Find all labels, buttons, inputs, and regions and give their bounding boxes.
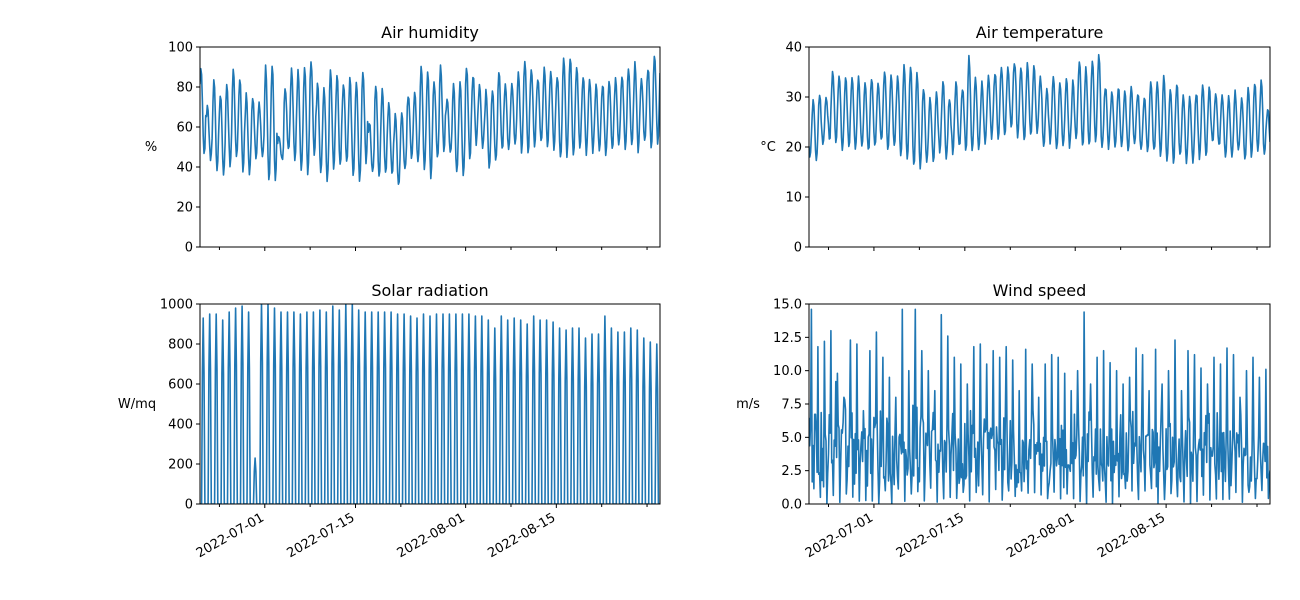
solar-y-tick-label: 200 <box>168 458 193 473</box>
temperature-y-tick-label: 0 <box>794 241 802 256</box>
humidity-y-tick-label: 40 <box>176 161 193 176</box>
wind-y-tick-label: 2.5 <box>781 464 802 479</box>
solar-chart-title: Solar radiation <box>371 281 488 300</box>
wind-y-tick-label: 15.0 <box>773 298 802 313</box>
solar-y-tick-label: 0 <box>185 498 193 513</box>
solar-x-tick-label: 2022-07-01 <box>194 510 267 561</box>
solar-y-tick-label: 600 <box>168 378 193 393</box>
wind-x-tick-label: 2022-08-01 <box>1004 510 1077 561</box>
subplot-temperature: Air temperature °C 0 10 20 30 40 <box>760 23 1271 256</box>
humidity-y-tick-label: 80 <box>176 81 193 96</box>
humidity-y-tick-label: 100 <box>168 41 193 56</box>
wind-y-axis-label: m/s <box>736 397 760 412</box>
wind-y-tick-label: 12.5 <box>773 331 802 346</box>
humidity-y-axis-label: % <box>145 140 157 155</box>
wind-x-tick-label: 2022-08-15 <box>1095 510 1168 561</box>
solar-y-tick-label: 800 <box>168 338 193 353</box>
wind-chart-title: Wind speed <box>993 281 1087 300</box>
humidity-chart-title: Air humidity <box>381 23 479 42</box>
temperature-y-axis-label: °C <box>760 140 776 155</box>
wind-y-tick-label: 0.0 <box>781 498 802 513</box>
humidity-y-tick-label: 0 <box>185 241 193 256</box>
wind-y-tick-label: 7.5 <box>781 398 802 413</box>
temperature-y-tick-label: 40 <box>785 41 802 56</box>
wind-x-tick-label: 2022-07-01 <box>803 510 876 561</box>
subplot-solar: Solar radiation W/mq 0 200 400 600 800 1000 2022… <box>118 281 661 561</box>
subplot-humidity: Air humidity% 0 20 40 60 80 100 <box>145 23 661 256</box>
humidity-y-tick-label: 60 <box>176 121 193 136</box>
solar-y-axis-label: W/mq <box>118 397 156 412</box>
temperature-y-tick-label: 30 <box>785 91 802 106</box>
solar-series-line <box>200 304 660 504</box>
solar-axes-frame <box>199 303 661 505</box>
temperature-y-tick-label: 10 <box>785 191 802 206</box>
temperature-chart-title: Air temperature <box>976 23 1104 42</box>
temperature-y-tick-label: 20 <box>785 141 802 156</box>
wind-series-line <box>809 308 1270 504</box>
wind-y-tick-label: 10.0 <box>773 364 802 379</box>
subplot-wind: Wind speed m/s 0.0 2.5 5.0 7.5 10.0 12.5 15.0 202… <box>736 281 1271 561</box>
solar-y-tick-label: 400 <box>168 418 193 433</box>
solar-x-tick-label: 2022-07-15 <box>285 510 358 561</box>
temperature-series-line <box>809 53 1270 170</box>
solar-y-tick-label: 1000 <box>160 298 193 313</box>
humidity-axes-frame <box>199 46 661 248</box>
humidity-series-line <box>200 55 660 185</box>
humidity-y-tick-label: 20 <box>176 201 193 216</box>
wind-y-tick-label: 5.0 <box>781 431 802 446</box>
solar-x-tick-label: 2022-08-01 <box>395 510 468 561</box>
wind-x-tick-label: 2022-07-15 <box>894 510 967 561</box>
solar-x-tick-label: 2022-08-15 <box>485 510 558 561</box>
